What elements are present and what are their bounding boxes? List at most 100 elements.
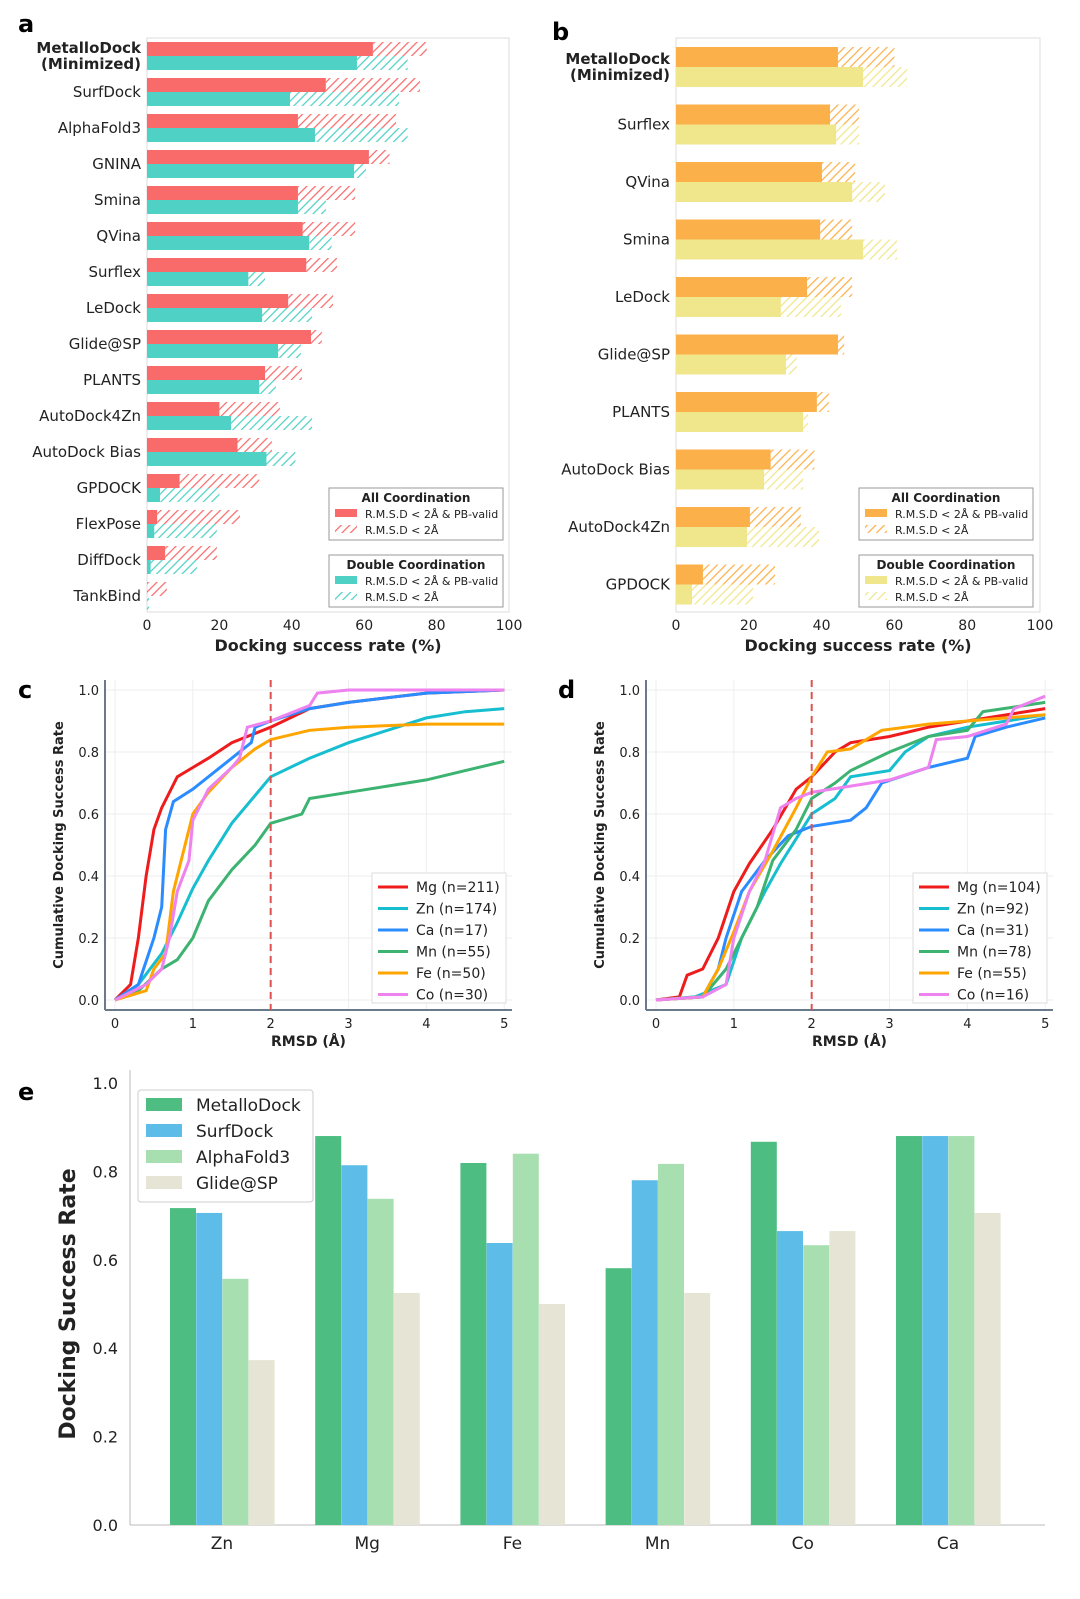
legend-item: Co (n=30) — [416, 988, 488, 1004]
bar-solid — [147, 474, 180, 488]
y-tick-label: 1.0 — [619, 684, 640, 699]
legend-item: Fe (n=50) — [416, 966, 486, 982]
legend-item: R.M.S.D < 2Å — [365, 524, 439, 537]
x-tick-label: 100 — [496, 618, 523, 634]
category-label: Surflex — [618, 116, 671, 134]
bar-hatched — [749, 507, 801, 527]
bar-solid — [147, 78, 326, 92]
bar-solid — [147, 438, 238, 452]
bar-Glide@SP — [393, 1292, 420, 1525]
bar-hatched — [770, 449, 815, 470]
bar-hatched — [837, 334, 845, 355]
bar-hatched — [266, 452, 296, 466]
category-label: LeDock — [86, 299, 141, 317]
legend-swatch — [865, 525, 887, 533]
bar-AlphaFold3 — [803, 1245, 830, 1525]
legend-swatch — [865, 576, 887, 584]
bar-solid — [147, 236, 310, 250]
legend-swatch — [146, 1150, 182, 1163]
legend-box — [137, 1089, 314, 1203]
bar-solid — [676, 67, 864, 87]
bar-hatched — [863, 239, 897, 260]
bar-Glide@SP — [684, 1292, 711, 1525]
legend-box — [371, 872, 507, 1004]
panel-label-d: d — [558, 676, 575, 704]
legend-swatch — [335, 509, 357, 517]
legend-item: AlphaFold3 — [196, 1148, 290, 1168]
bar-solid — [676, 412, 804, 432]
bar-solid — [147, 510, 158, 524]
bar-AlphaFold3 — [367, 1198, 394, 1525]
y-tick-label: 1.0 — [78, 684, 99, 699]
bar-hatched — [821, 162, 856, 182]
bar-Glide@SP — [539, 1304, 565, 1525]
category-label: GPDOCK — [606, 576, 671, 594]
y-tick-label: 0.8 — [93, 1162, 118, 1181]
bar-solid — [147, 222, 303, 236]
x-tick-label: 5 — [1041, 1017, 1049, 1032]
legend-box — [328, 487, 504, 541]
bar-solid — [147, 380, 260, 394]
bar-hatched — [702, 564, 776, 585]
plot-frame — [146, 37, 510, 613]
bar-hatched — [297, 186, 356, 200]
legend-swatch — [146, 1098, 182, 1111]
bar-hatched — [780, 297, 841, 317]
bar-hatched — [354, 164, 367, 178]
bar-SurfDock — [196, 1212, 223, 1525]
bar-hatched — [372, 42, 427, 56]
x-tick-label: 1 — [189, 1017, 197, 1032]
legend-title: Double Coordination — [347, 558, 486, 572]
bar-solid — [676, 507, 750, 527]
bar-solid — [676, 354, 786, 375]
x-tick-label: 60 — [355, 618, 373, 634]
bar-solid — [147, 344, 279, 358]
x-tick-label: 4 — [422, 1017, 430, 1032]
bar-hatched — [262, 308, 313, 322]
x-tick-label: Fe — [503, 1534, 522, 1554]
bar-MetalloDock — [315, 1136, 342, 1525]
bar-solid — [147, 42, 373, 56]
category-label: MetalloDock — [36, 39, 142, 57]
bar-solid — [676, 162, 822, 182]
category-label: FlexPose — [76, 515, 141, 533]
category-label: PLANTS — [612, 403, 670, 421]
legend-item: Co (n=16) — [957, 988, 1029, 1004]
bar-solid — [147, 308, 263, 322]
x-tick-label: 0 — [111, 1017, 119, 1032]
bar-hatched — [368, 150, 390, 164]
x-tick-label: 3 — [344, 1017, 352, 1032]
bar-hatched — [803, 412, 809, 432]
legend-item: R.M.S.D < 2Å & PB-valid — [895, 575, 1028, 588]
x-tick-label: 0 — [652, 1017, 660, 1032]
x-tick-label: Ca — [937, 1534, 959, 1554]
y-tick-label: 0.4 — [619, 870, 640, 885]
y-tick-label: 1.0 — [93, 1074, 118, 1093]
y-tick-label: 0.2 — [93, 1428, 118, 1447]
bar-hatched — [816, 392, 829, 412]
bar-SurfDock — [486, 1243, 513, 1525]
bar-hatched — [746, 527, 820, 547]
bar-solid — [147, 452, 267, 466]
bar-solid — [676, 277, 808, 297]
category-label: QVina — [96, 227, 141, 245]
legend-item: MetalloDock — [196, 1096, 301, 1116]
bar-hatched — [219, 402, 280, 416]
bar-solid — [676, 392, 817, 412]
bar-solid — [147, 330, 311, 344]
bar-hatched — [237, 438, 272, 452]
x-axis-label: Docking success rate (%) — [744, 636, 971, 655]
bar-hatched — [154, 524, 217, 538]
category-label: GNINA — [92, 155, 141, 173]
category-label: Glide@SP — [598, 346, 670, 364]
bar-solid — [676, 564, 703, 585]
bar-hatched — [157, 510, 241, 524]
bar-solid — [676, 449, 771, 470]
legend-swatch — [865, 509, 887, 517]
legend-box — [858, 554, 1034, 608]
category-label: Surflex — [89, 263, 142, 281]
bar-solid — [676, 239, 864, 260]
legend-item: Mg (n=104) — [957, 880, 1041, 896]
